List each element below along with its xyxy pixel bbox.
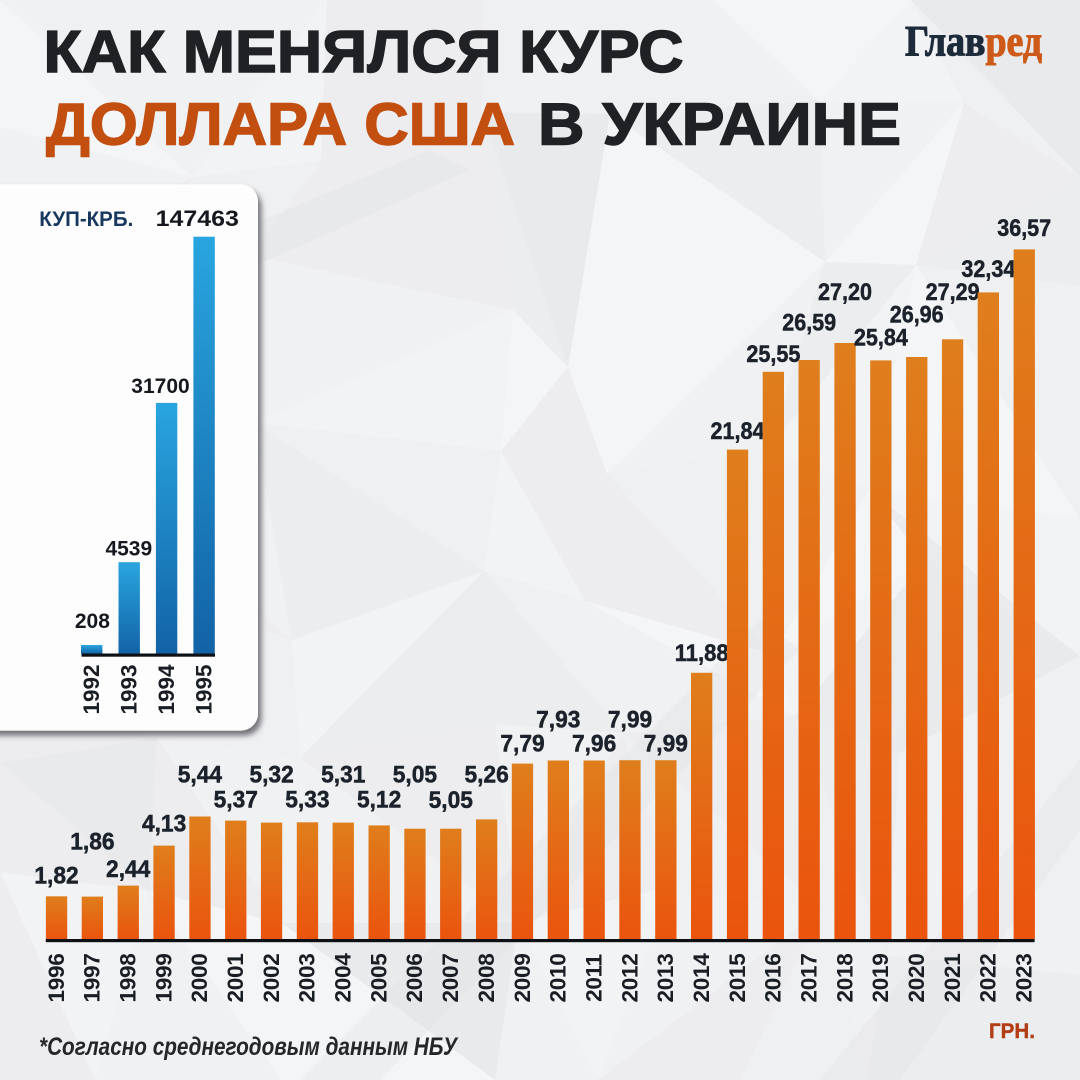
svg-text:1,86: 1,86: [70, 828, 114, 855]
svg-text:208: 208: [75, 610, 110, 633]
svg-text:1,82: 1,82: [34, 863, 78, 890]
svg-text:1993: 1993: [117, 664, 142, 714]
svg-text:5,37: 5,37: [214, 787, 258, 814]
svg-text:26,59: 26,59: [782, 310, 836, 337]
svg-text:21,84: 21,84: [711, 418, 766, 445]
svg-text:27,20: 27,20: [818, 279, 872, 306]
svg-text:1992: 1992: [79, 664, 104, 714]
svg-text:31700: 31700: [131, 375, 189, 398]
svg-text:25,84: 25,84: [854, 324, 909, 351]
svg-text:2000: 2000: [187, 953, 212, 1002]
svg-text:4539: 4539: [105, 538, 152, 561]
svg-text:5,32: 5,32: [249, 762, 293, 789]
svg-text:5,12: 5,12: [357, 787, 401, 814]
svg-text:2018: 2018: [832, 953, 857, 1002]
svg-text:ГРН.: ГРН.: [989, 1019, 1035, 1043]
svg-text:27,29: 27,29: [926, 279, 980, 306]
svg-text:2023: 2023: [1012, 953, 1037, 1002]
svg-text:7,79: 7,79: [500, 731, 544, 758]
svg-text:7,99: 7,99: [608, 707, 652, 734]
svg-text:2022: 2022: [976, 953, 1001, 1002]
svg-text:25,55: 25,55: [746, 341, 800, 368]
svg-text:2,44: 2,44: [106, 856, 151, 883]
svg-text:5,44: 5,44: [178, 762, 223, 789]
svg-text:2001: 2001: [223, 953, 248, 1002]
svg-text:2013: 2013: [653, 953, 678, 1002]
svg-text:7,96: 7,96: [572, 731, 616, 758]
svg-text:2005: 2005: [366, 953, 391, 1002]
svg-text:2012: 2012: [617, 953, 642, 1002]
svg-text:5,33: 5,33: [285, 787, 329, 814]
svg-text:2019: 2019: [868, 953, 893, 1002]
svg-text:5,31: 5,31: [321, 762, 365, 789]
svg-text:4,13: 4,13: [142, 811, 186, 838]
svg-text:ДОЛЛАРА США: ДОЛЛАРА США: [46, 91, 515, 157]
svg-text:КАК МЕНЯЛСЯ КУРС: КАК МЕНЯЛСЯ КУРС: [44, 19, 684, 85]
svg-text:2004: 2004: [331, 953, 356, 1003]
svg-text:Главред: Главред: [905, 19, 1042, 66]
svg-text:1998: 1998: [116, 953, 141, 1002]
svg-text:2007: 2007: [438, 953, 463, 1002]
svg-text:2010: 2010: [546, 953, 571, 1002]
svg-text:В УКРАИНЕ: В УКРАИНЕ: [538, 91, 901, 157]
svg-text:2008: 2008: [474, 953, 499, 1002]
svg-text:2016: 2016: [761, 953, 786, 1002]
svg-text:36,57: 36,57: [997, 215, 1051, 242]
svg-text:2014: 2014: [689, 953, 714, 1003]
svg-text:2021: 2021: [940, 953, 965, 1002]
svg-text:32,34: 32,34: [961, 256, 1016, 283]
svg-text:2015: 2015: [725, 953, 750, 1002]
svg-text:2006: 2006: [402, 953, 427, 1002]
svg-text:5,26: 5,26: [464, 762, 508, 789]
svg-text:*Согласно среднегодовым данным: *Согласно среднегодовым данным НБУ: [39, 1033, 459, 1061]
svg-text:2002: 2002: [259, 953, 284, 1002]
svg-text:2020: 2020: [904, 953, 929, 1002]
svg-text:7,93: 7,93: [536, 707, 580, 734]
svg-text:1996: 1996: [44, 953, 69, 1002]
svg-text:1994: 1994: [154, 664, 179, 715]
svg-text:2017: 2017: [797, 953, 822, 1002]
svg-text:147463: 147463: [156, 206, 239, 231]
svg-text:2011: 2011: [581, 954, 606, 1002]
svg-text:1995: 1995: [192, 664, 217, 714]
svg-text:26,96: 26,96: [890, 301, 944, 328]
svg-text:2003: 2003: [295, 953, 320, 1002]
svg-text:1997: 1997: [80, 953, 105, 1002]
svg-text:2009: 2009: [510, 953, 535, 1002]
svg-text:11,88: 11,88: [675, 640, 729, 667]
svg-text:5,05: 5,05: [429, 787, 473, 814]
svg-text:5,05: 5,05: [393, 762, 437, 789]
svg-text:1999: 1999: [151, 953, 176, 1002]
svg-text:7,99: 7,99: [644, 731, 688, 758]
svg-text:КУП-КРБ.: КУП-КРБ.: [39, 208, 133, 231]
